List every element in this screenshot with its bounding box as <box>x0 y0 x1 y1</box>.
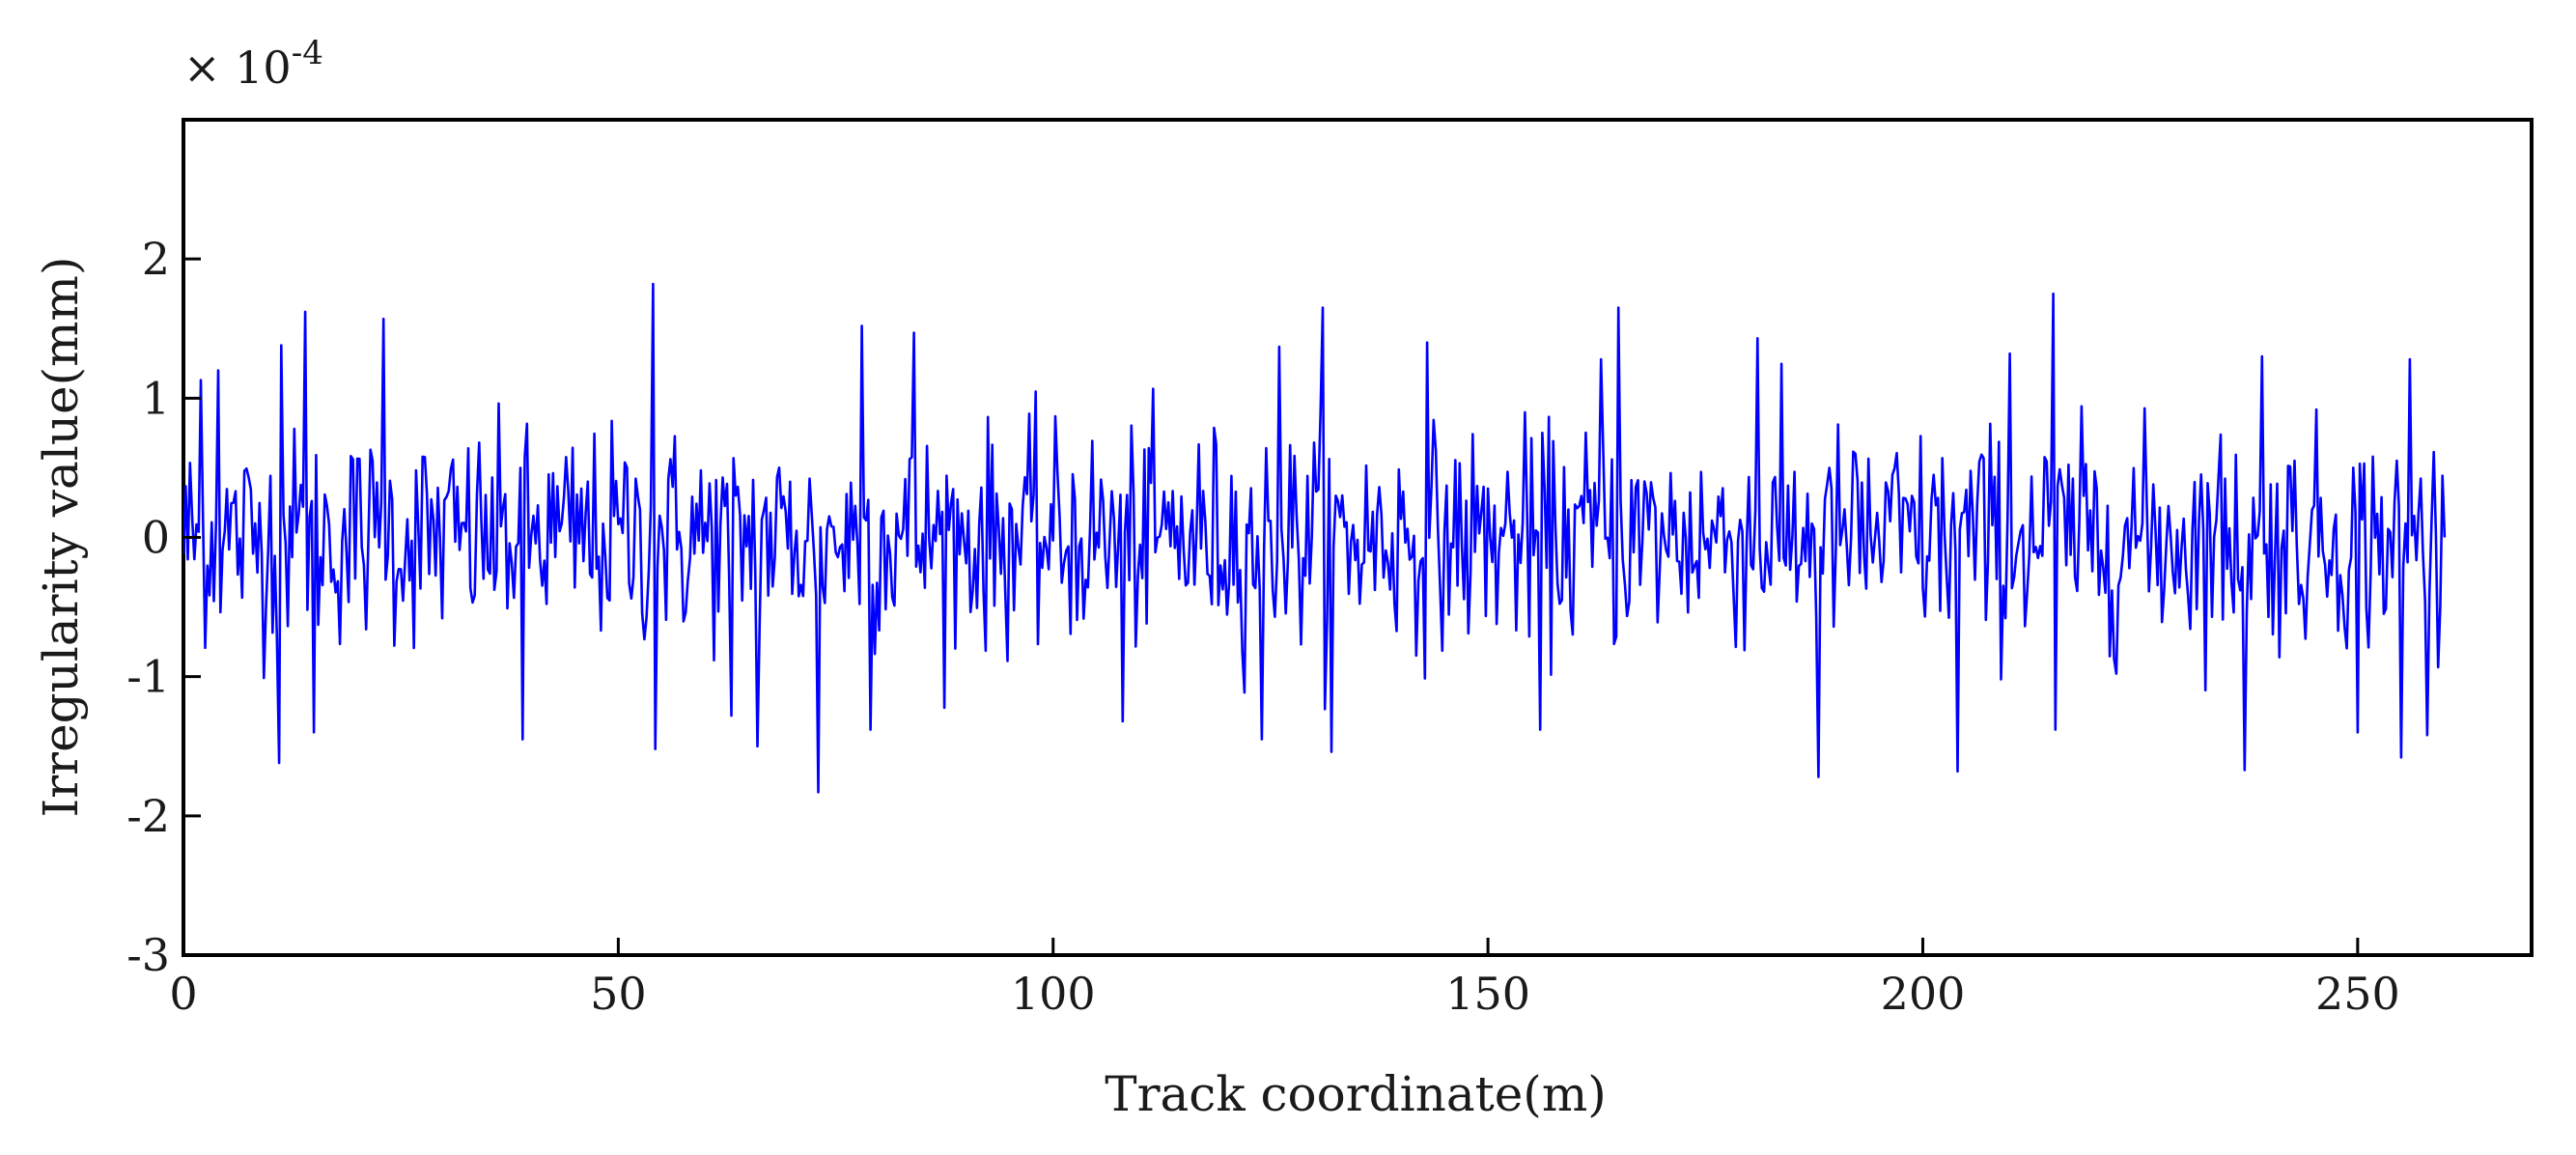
y-scale-prefix: × 10 <box>183 42 292 94</box>
y-scale-exponent: -4 <box>292 34 323 72</box>
series-line <box>183 282 2447 794</box>
x-tick-label: 100 <box>1011 968 1096 1020</box>
y-tick-label: -3 <box>126 929 170 981</box>
x-tick-label: 250 <box>2315 968 2400 1020</box>
y-axis-title: Irregularity value(mm) <box>33 257 89 818</box>
x-tick-label: 0 <box>169 968 197 1020</box>
x-tick-label: 150 <box>1445 968 1530 1020</box>
x-axis-ticks: 0 50 100 150 200 250 <box>169 938 2400 1020</box>
x-axis-title: Track coordinate(m) <box>1105 1066 1606 1122</box>
y-tick-label: 1 <box>142 372 170 424</box>
y-tick-label: -2 <box>126 790 170 842</box>
y-scale-exponent-label: × 10-4 <box>183 34 323 94</box>
y-tick-label: 2 <box>142 233 170 285</box>
series-layer <box>183 282 2447 794</box>
x-tick-label: 50 <box>590 968 647 1020</box>
y-tick-label: -1 <box>126 651 170 703</box>
y-tick-label: 0 <box>142 512 170 564</box>
y-axis-ticks: -3 -2 -1 0 1 2 <box>126 233 201 981</box>
x-tick-label: 200 <box>1881 968 1966 1020</box>
